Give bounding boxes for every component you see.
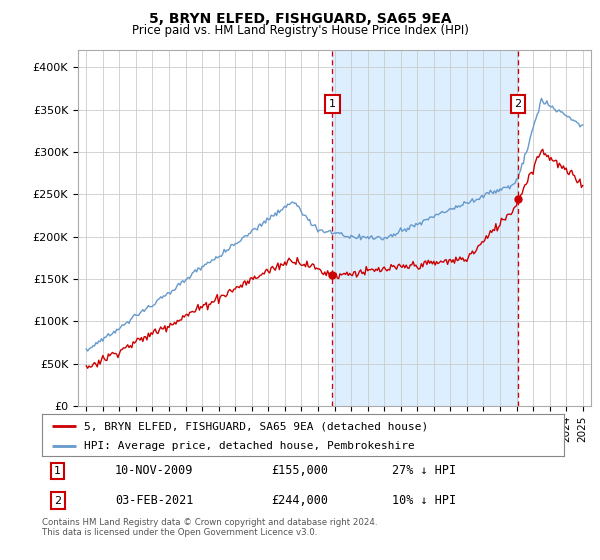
Text: 1: 1 [329,99,336,109]
Text: 1: 1 [54,466,61,476]
Text: 27% ↓ HPI: 27% ↓ HPI [392,464,456,478]
Text: 2: 2 [54,496,61,506]
Text: £155,000: £155,000 [272,464,329,478]
Text: 2: 2 [514,99,521,109]
Bar [332,50,518,406]
Text: 10% ↓ HPI: 10% ↓ HPI [392,494,456,507]
Text: Contains HM Land Registry data © Crown copyright and database right 2024.
This d: Contains HM Land Registry data © Crown c… [42,518,377,538]
Text: 03-FEB-2021: 03-FEB-2021 [115,494,193,507]
Text: 5, BRYN ELFED, FISHGUARD, SA65 9EA: 5, BRYN ELFED, FISHGUARD, SA65 9EA [149,12,451,26]
Text: Price paid vs. HM Land Registry's House Price Index (HPI): Price paid vs. HM Land Registry's House … [131,24,469,37]
Text: 5, BRYN ELFED, FISHGUARD, SA65 9EA (detached house): 5, BRYN ELFED, FISHGUARD, SA65 9EA (deta… [84,421,428,431]
Text: £244,000: £244,000 [272,494,329,507]
Text: HPI: Average price, detached house, Pembrokeshire: HPI: Average price, detached house, Pemb… [84,441,415,451]
Text: 10-NOV-2009: 10-NOV-2009 [115,464,193,478]
